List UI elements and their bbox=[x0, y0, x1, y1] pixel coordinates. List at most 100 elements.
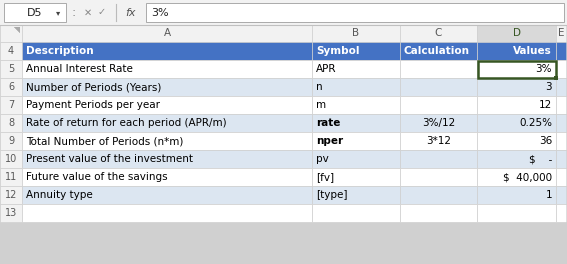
Text: 3%: 3% bbox=[151, 7, 168, 17]
Text: m: m bbox=[316, 100, 326, 110]
Text: 5: 5 bbox=[8, 64, 14, 74]
Bar bbox=[22, 25, 312, 42]
Bar bbox=[400, 42, 477, 60]
Bar bbox=[22, 42, 312, 60]
Text: nper: nper bbox=[316, 136, 343, 146]
Bar bbox=[400, 168, 477, 186]
Text: [fv]: [fv] bbox=[316, 172, 334, 182]
Bar bbox=[312, 132, 400, 150]
Text: Calculation: Calculation bbox=[404, 46, 470, 56]
Text: D: D bbox=[513, 29, 521, 39]
Text: 6: 6 bbox=[8, 82, 14, 92]
Bar bbox=[477, 96, 556, 114]
Text: E: E bbox=[558, 29, 565, 39]
Bar bbox=[477, 60, 556, 78]
Text: 1: 1 bbox=[545, 190, 552, 200]
Bar bbox=[312, 186, 400, 204]
Text: fx: fx bbox=[125, 7, 136, 17]
Text: B: B bbox=[353, 29, 359, 39]
Bar bbox=[22, 204, 312, 222]
Bar bbox=[312, 25, 400, 42]
Bar bbox=[477, 114, 556, 132]
Text: [type]: [type] bbox=[316, 190, 348, 200]
Text: Future value of the savings: Future value of the savings bbox=[26, 172, 168, 182]
Bar bbox=[0, 0, 567, 25]
Bar bbox=[22, 96, 312, 114]
Bar bbox=[556, 186, 567, 204]
Bar bbox=[400, 60, 477, 78]
Text: Symbol: Symbol bbox=[316, 46, 359, 56]
Bar bbox=[400, 132, 477, 150]
Bar bbox=[312, 150, 400, 168]
Bar bbox=[0, 78, 22, 96]
Text: Rate of return for each period (APR/m): Rate of return for each period (APR/m) bbox=[26, 118, 227, 128]
Bar bbox=[556, 25, 567, 42]
Text: A: A bbox=[163, 29, 171, 39]
Bar bbox=[556, 78, 567, 96]
Bar bbox=[477, 168, 556, 186]
Bar bbox=[0, 186, 22, 204]
Bar bbox=[312, 60, 400, 78]
Bar bbox=[0, 25, 22, 42]
Text: Annuity type: Annuity type bbox=[26, 190, 93, 200]
Text: $  40,000: $ 40,000 bbox=[503, 172, 552, 182]
Bar bbox=[556, 168, 567, 186]
Bar bbox=[556, 150, 567, 168]
Bar bbox=[22, 168, 312, 186]
Bar bbox=[0, 25, 567, 42]
Bar bbox=[0, 132, 22, 150]
Text: 10: 10 bbox=[5, 154, 17, 164]
Text: 13: 13 bbox=[5, 208, 17, 218]
Bar bbox=[4, 3, 66, 22]
Bar bbox=[312, 114, 400, 132]
Bar bbox=[0, 42, 22, 60]
Text: n: n bbox=[316, 82, 323, 92]
Text: $    -: $ - bbox=[528, 154, 552, 164]
Bar bbox=[22, 150, 312, 168]
Text: Total Number of Periods (n*m): Total Number of Periods (n*m) bbox=[26, 136, 183, 146]
Bar bbox=[312, 78, 400, 96]
Text: 36: 36 bbox=[539, 136, 552, 146]
Bar bbox=[400, 186, 477, 204]
Text: Present value of the investment: Present value of the investment bbox=[26, 154, 193, 164]
Bar bbox=[400, 78, 477, 96]
Bar bbox=[0, 168, 22, 186]
Bar bbox=[556, 60, 567, 78]
Text: Description: Description bbox=[26, 46, 94, 56]
Bar bbox=[22, 132, 312, 150]
Text: ▾: ▾ bbox=[56, 8, 60, 17]
Text: 3%: 3% bbox=[535, 64, 552, 74]
Bar bbox=[0, 204, 22, 222]
Bar bbox=[477, 204, 556, 222]
Text: 12: 12 bbox=[5, 190, 17, 200]
Bar bbox=[477, 25, 556, 42]
Bar bbox=[556, 204, 567, 222]
Bar bbox=[477, 78, 556, 96]
Text: 11: 11 bbox=[5, 172, 17, 182]
Text: 7: 7 bbox=[8, 100, 14, 110]
Text: 3%/12: 3%/12 bbox=[422, 118, 455, 128]
Text: Values: Values bbox=[513, 46, 552, 56]
Text: 12: 12 bbox=[539, 100, 552, 110]
Bar bbox=[22, 78, 312, 96]
Bar bbox=[477, 42, 556, 60]
Text: 4: 4 bbox=[8, 46, 14, 56]
Bar bbox=[0, 96, 22, 114]
Text: rate: rate bbox=[316, 118, 340, 128]
Text: D5: D5 bbox=[27, 7, 43, 17]
Bar bbox=[556, 96, 567, 114]
Polygon shape bbox=[14, 27, 20, 33]
Text: APR: APR bbox=[316, 64, 336, 74]
Bar bbox=[22, 186, 312, 204]
Bar bbox=[477, 186, 556, 204]
Bar bbox=[400, 204, 477, 222]
Text: Annual Interest Rate: Annual Interest Rate bbox=[26, 64, 133, 74]
Bar bbox=[312, 204, 400, 222]
Bar bbox=[556, 42, 567, 60]
Bar bbox=[312, 168, 400, 186]
Text: 0.25%: 0.25% bbox=[519, 118, 552, 128]
Text: 8: 8 bbox=[8, 118, 14, 128]
Bar bbox=[400, 114, 477, 132]
Bar bbox=[556, 114, 567, 132]
Bar bbox=[0, 114, 22, 132]
